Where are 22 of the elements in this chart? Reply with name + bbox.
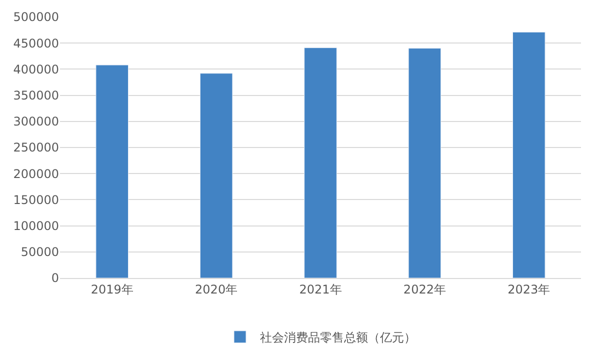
bar bbox=[96, 64, 128, 278]
y-tick-label: 200000 bbox=[13, 166, 59, 181]
y-tick-label: 150000 bbox=[13, 192, 59, 207]
y-tick-label: 300000 bbox=[13, 114, 59, 129]
y-tick-label: 50000 bbox=[20, 245, 59, 260]
x-tick-label: 2020年 bbox=[195, 282, 238, 296]
y-tick-label: 350000 bbox=[13, 88, 59, 102]
y-tick-label: 100000 bbox=[13, 219, 59, 233]
bar bbox=[512, 32, 546, 278]
bar bbox=[304, 48, 337, 278]
y-tick-label: 0 bbox=[51, 271, 59, 286]
x-tick-label: 2019年 bbox=[90, 282, 134, 296]
legend-label: 社会消费品零售总额（亿元） bbox=[260, 330, 416, 345]
bar bbox=[200, 73, 233, 278]
x-tick-label: 2021年 bbox=[299, 282, 342, 296]
x-tick-label: 2023年 bbox=[508, 282, 550, 296]
x-tick-label: 2022年 bbox=[403, 282, 446, 296]
y-tick-label: 500000 bbox=[13, 10, 59, 24]
y-tick-label: 450000 bbox=[13, 36, 59, 50]
y-tick-label: 400000 bbox=[13, 62, 59, 76]
bar bbox=[408, 48, 442, 278]
y-tick-label: 250000 bbox=[13, 140, 59, 155]
